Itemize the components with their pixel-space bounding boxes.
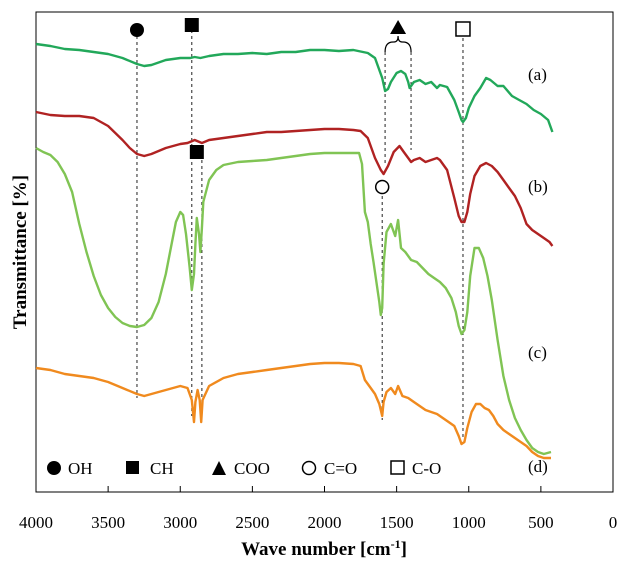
series-line-d <box>35 361 551 460</box>
legend-oh-marker <box>47 461 61 475</box>
y-axis-title: Transmittance [%] <box>10 175 31 329</box>
curve-label-a: (a) <box>528 65 547 84</box>
ch-peak-marker-top <box>184 18 199 32</box>
plot-frame <box>35 11 614 493</box>
co-double-peak-marker <box>374 179 390 195</box>
x-axis-ticks: 4000 3500 3000 2500 2000 1500 1000 500 0 <box>19 486 617 532</box>
x-tick-label-3000: 3000 <box>163 513 197 532</box>
legend-co-single-marker <box>390 460 405 475</box>
coo-bracket <box>384 35 412 53</box>
curve-label-d: (d) <box>528 457 548 476</box>
oh-peak-marker <box>129 23 144 37</box>
ch-peak-marker-mid <box>189 145 204 159</box>
x-tick-label-2000: 2000 <box>308 513 342 532</box>
legend-ch-label: CH <box>150 459 174 478</box>
legend-coo-marker <box>212 461 226 475</box>
series-line-c <box>35 146 552 456</box>
x-axis-title-sup: -1 <box>391 537 401 551</box>
series-line-b <box>35 110 554 247</box>
legend: OH CH COO C=O C-O <box>47 459 441 478</box>
curve-label-c: (c) <box>528 343 547 362</box>
x-tick-label-2500: 2500 <box>235 513 269 532</box>
legend-ch-marker <box>126 461 139 474</box>
peak-markers <box>129 18 471 195</box>
series-layer <box>35 42 554 460</box>
x-axis-title-main: Wave number [cm <box>241 539 391 560</box>
x-tick-label-1500: 1500 <box>380 513 414 532</box>
x-axis-title: Wave number [cm-1] <box>241 537 407 560</box>
svg-text:Wave number [cm-1]: Wave number [cm-1] <box>241 537 407 560</box>
legend-co-double-marker <box>301 460 317 476</box>
legend-co-single-label: C-O <box>412 459 441 478</box>
coo-peak-marker <box>390 20 407 34</box>
x-tick-label-500: 500 <box>528 513 554 532</box>
x-tick-label-3500: 3500 <box>91 513 125 532</box>
co-single-peak-marker <box>455 21 471 37</box>
x-tick-label-1000: 1000 <box>452 513 486 532</box>
curve-label-b: (b) <box>528 177 548 196</box>
legend-co-double-label: C=O <box>324 459 357 478</box>
legend-coo-label: COO <box>234 459 270 478</box>
series-line-a <box>35 42 554 133</box>
legend-oh-label: OH <box>68 459 93 478</box>
x-tick-label-0: 0 <box>609 513 617 532</box>
x-tick-label-4000: 4000 <box>19 513 53 532</box>
x-axis-title-close: ] <box>401 539 407 560</box>
reference-lines <box>136 30 464 440</box>
